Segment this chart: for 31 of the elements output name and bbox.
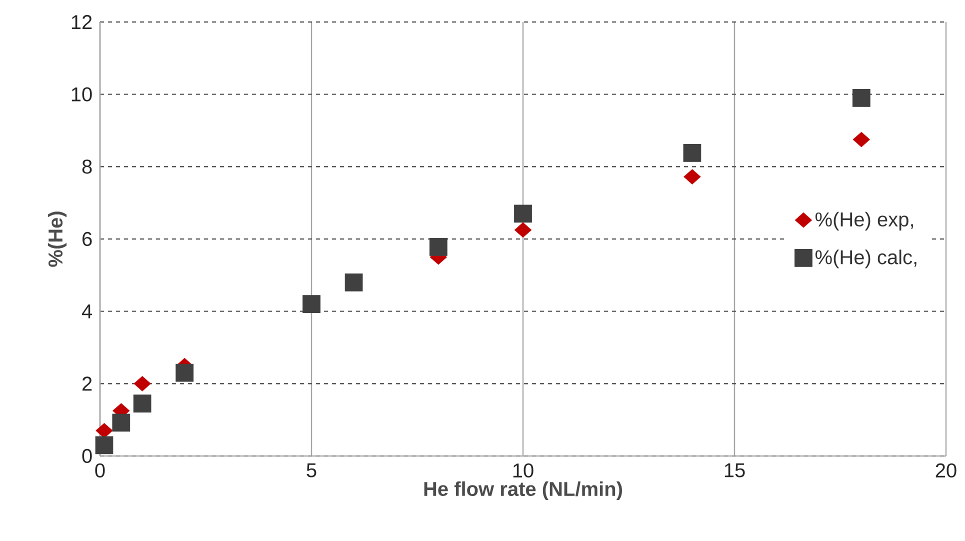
x-tick-label: 5	[306, 463, 316, 478]
point	[96, 423, 113, 438]
x-tick-label: 0	[95, 463, 105, 478]
point	[112, 414, 130, 432]
y-tick-label: 0	[82, 448, 92, 464]
point	[344, 273, 363, 292]
y-tick-label: 4	[82, 304, 92, 318]
x-axis-title: He flow rate (NL/min)	[424, 481, 622, 500]
legend-label: %(He) calc,	[816, 250, 916, 268]
x-tick-label: 20	[936, 463, 956, 478]
y-axis-title: %(He)	[48, 212, 67, 267]
point	[514, 222, 532, 238]
point	[302, 295, 320, 314]
point	[852, 132, 870, 148]
legend-label: %(He) exp,	[816, 212, 913, 230]
point	[514, 204, 532, 223]
point	[429, 238, 448, 256]
y-tick-label: 2	[82, 376, 92, 391]
point	[133, 394, 152, 412]
y-tick-label: 6	[82, 232, 92, 246]
x-tick-label: 10	[513, 463, 534, 478]
point	[134, 376, 151, 392]
point	[684, 169, 701, 184]
y-tick-label: 8	[82, 160, 92, 174]
point	[176, 364, 194, 382]
point	[852, 89, 870, 107]
y-tick-label: 12	[72, 15, 92, 29]
point	[683, 144, 702, 162]
point	[95, 436, 114, 454]
x-tick-label: 15	[724, 463, 745, 478]
y-tick-label: 10	[72, 87, 92, 102]
